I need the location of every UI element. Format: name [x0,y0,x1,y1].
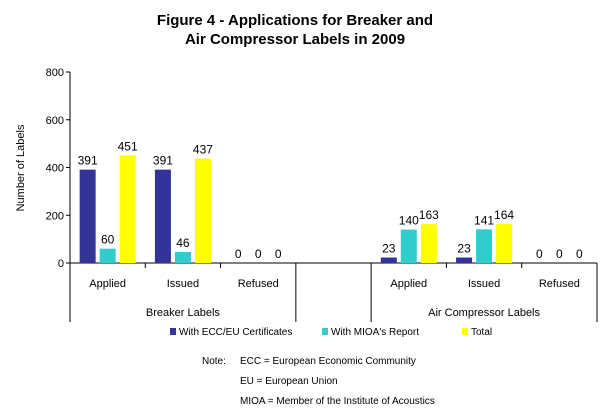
bar [400,229,417,263]
data-label: 437 [193,143,213,157]
data-label: 0 [536,247,543,261]
bar [79,169,96,263]
bar [476,229,493,263]
data-label: 163 [419,208,439,222]
data-label: 0 [556,247,563,261]
group-label: Air Compressor Labels [428,307,540,319]
bar [456,257,473,263]
chart-title: Figure 4 - Applications for Breaker and … [157,12,433,48]
data-label: 60 [101,233,115,247]
notes: Note: ECC = European Economic Community … [202,356,435,407]
x-tick-label: Issued [468,278,500,290]
bar [119,155,136,263]
data-label: 391 [153,154,173,168]
legend-swatch [462,328,468,335]
x-tick-label: Refused [238,278,279,290]
legend-label: Total [471,327,492,338]
legend-swatch [170,328,176,335]
legend: With ECC/EU Certificates With MIOA's Repo… [170,327,492,338]
bar [420,224,437,263]
y-tick-label: 800 [46,67,64,79]
data-label: 0 [275,247,282,261]
group-label: Breaker Labels [146,307,220,319]
note-line-1: ECC = European Economic Community [240,356,416,367]
data-label: 0 [235,247,242,261]
x-axis: Applied Issued Refused Breaker Labels Applie… [69,262,598,322]
chart-title-line-1: Figure 4 - Applications for Breaker and [157,12,433,29]
bar [380,257,397,263]
x-tick-label: Refused [539,278,580,290]
data-label: 164 [494,208,514,222]
y-tick-label: 600 [46,115,64,127]
y-tick-label: 400 [46,163,64,175]
data-label: 451 [118,139,138,153]
y-tick-label: 0 [58,258,64,270]
y-tick-label: 200 [46,210,64,222]
data-labels: 391 391 0 23 23 0 60 46 0 140 141 0 451 437 0 163 164 0 [78,139,583,261]
x-tick-label: Issued [167,278,199,290]
legend-label: With MIOA's Report [331,327,419,338]
note-label: Note: [202,356,226,367]
data-label: 23 [457,242,471,256]
data-label: 391 [78,154,98,168]
data-label: 140 [399,214,419,228]
chart-title-line-2: Air Compressor Labels in 2009 [185,31,405,48]
bar [154,169,171,263]
bars [79,155,513,263]
y-axis-title: Number of Labels [15,124,27,211]
data-label: 0 [255,247,262,261]
y-axis: 0 200 400 600 800 [46,67,71,270]
data-label: 23 [382,242,396,256]
legend-label: With ECC/EU Certificates [179,327,292,338]
x-tick-label: Applied [89,278,126,290]
data-label: 141 [474,213,494,227]
bar [496,223,513,263]
note-line-3: MIOA = Member of the Institute of Acoust… [240,396,435,407]
data-label: 46 [176,236,190,250]
bar [99,248,116,263]
legend-swatch [322,328,328,335]
x-tick-label: Applied [390,278,427,290]
bar [174,252,191,263]
note-line-2: EU = European Union [240,376,338,387]
bar [194,158,211,263]
data-label: 0 [576,247,583,261]
